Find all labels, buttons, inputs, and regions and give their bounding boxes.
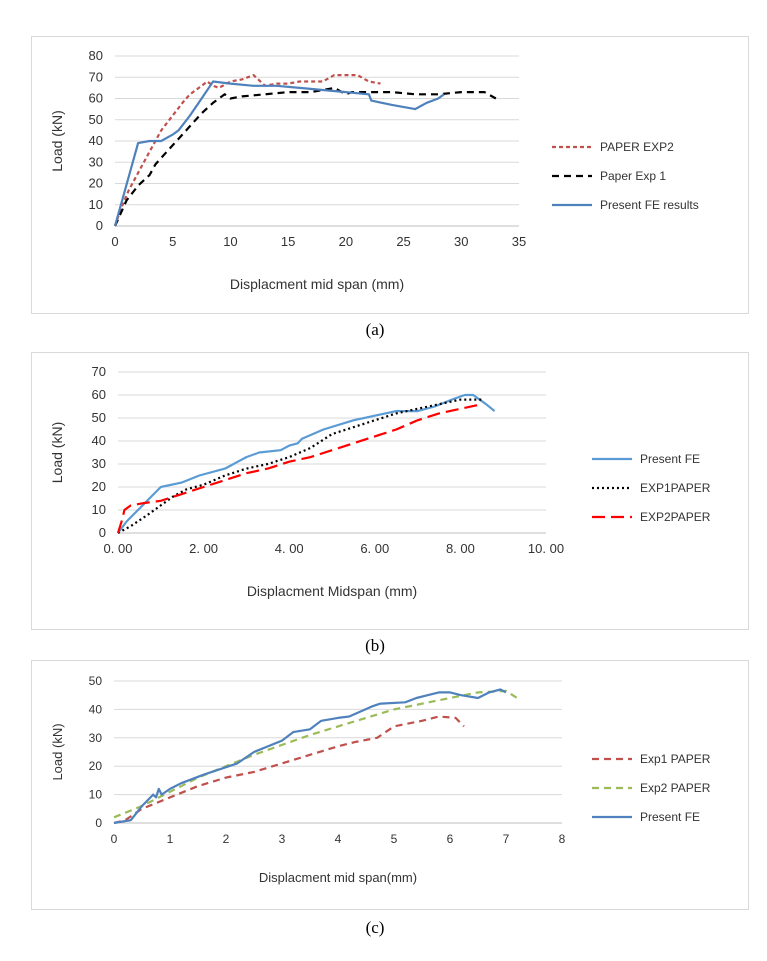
- x-tick-label: 3: [279, 832, 286, 846]
- legend-label: Present FE results: [600, 198, 699, 212]
- x-tick-label: 0: [111, 234, 118, 249]
- chart-panel-a: 0 10 20 30 40 50 60 70 80 0 5 10 15 20 25 30 35 Displacme…: [31, 36, 749, 314]
- x-tick-label: 5: [169, 234, 176, 249]
- y-axis-label: Load (kN): [49, 422, 65, 483]
- y-axis-label: Load (kN): [49, 110, 65, 171]
- x-tick-label: 2. 00: [189, 541, 218, 556]
- series-line-present-fe: [113, 688, 507, 825]
- x-tick-label: 30: [454, 234, 468, 249]
- x-tick-label: 4: [335, 832, 342, 846]
- x-tick-label: 5: [391, 832, 398, 846]
- y-tick-label: 70: [89, 69, 103, 84]
- y-tick-label: 80: [89, 48, 103, 63]
- x-tick-label: 1: [167, 832, 174, 846]
- x-tick-label: 6. 00: [360, 541, 389, 556]
- y-tick-label: 0: [96, 218, 103, 233]
- x-axis-label: Displacment mid span(mm): [259, 870, 417, 885]
- caption-c: (c): [365, 918, 385, 937]
- series-line-present-fe: [117, 393, 496, 534]
- legend-label: EXP1PAPER: [640, 481, 711, 495]
- x-tick-label: 25: [396, 234, 410, 249]
- x-tick-label: 8: [559, 832, 566, 846]
- y-tick-label: 60: [92, 387, 106, 402]
- y-tick-label: 40: [89, 133, 103, 148]
- y-tick-label: 20: [89, 759, 103, 773]
- x-tick-label: 6: [447, 832, 454, 846]
- y-tick-label: 50: [89, 674, 103, 688]
- y-tick-label: 40: [89, 702, 103, 716]
- chart-panel-c: 0 10 20 30 40 50 0 1 2 3 4 5 6 7 8 Displacment mid span…: [31, 660, 749, 910]
- chart-b-svg: 0 10 20 30 40 50 60 70 0. 00 2. 00 4. 00 6. 00 8. 00…: [49, 364, 711, 599]
- x-tick-label: 10: [223, 234, 237, 249]
- x-tick-label: 4. 00: [275, 541, 304, 556]
- legend-label: Exp2 PAPER: [640, 781, 711, 795]
- y-tick-label: 0: [95, 816, 102, 830]
- y-tick-label: 70: [92, 364, 106, 379]
- legend-label: EXP2PAPER: [640, 510, 711, 524]
- series-line-paper-exp-1: [113, 86, 497, 227]
- series-line-exp1-paper: [113, 715, 465, 825]
- y-tick-label: 10: [89, 197, 103, 212]
- chart-c-svg: 0 10 20 30 40 50 0 1 2 3 4 5 6 7 8 Displacment mid span…: [50, 674, 711, 885]
- caption-a: (a): [365, 320, 385, 339]
- chart-a-svg: 0 10 20 30 40 50 60 70 80 0 5 10 15 20 25 30 35 Displacme…: [49, 48, 699, 292]
- y-tick-label: 10: [89, 788, 103, 802]
- x-axis-label: Displacment mid span (mm): [230, 276, 404, 292]
- y-tick-label: 60: [89, 91, 103, 106]
- legend-label: Present FE: [640, 810, 700, 824]
- x-tick-label: 15: [281, 234, 295, 249]
- x-tick-label: 8. 00: [446, 541, 475, 556]
- series-line-exp2paper: [116, 403, 483, 534]
- y-tick-label: 50: [92, 410, 106, 425]
- chart-panel-b: 0 10 20 30 40 50 60 70 0. 00 2. 00 4. 00 6. 00 8. 00…: [31, 352, 749, 630]
- x-tick-label: 0: [111, 832, 118, 846]
- series-line-paper-exp2: [113, 73, 381, 227]
- x-tick-label: 0. 00: [104, 541, 133, 556]
- y-tick-label: 30: [89, 154, 103, 169]
- x-tick-label: 7: [503, 832, 510, 846]
- x-tick-label: 20: [339, 234, 353, 249]
- legend-label: Exp1 PAPER: [640, 752, 711, 766]
- y-tick-label: 30: [89, 731, 103, 745]
- legend-label: PAPER EXP2: [600, 140, 674, 154]
- x-tick-label: 35: [512, 234, 526, 249]
- y-tick-label: 20: [92, 479, 106, 494]
- x-tick-label: 2: [223, 832, 230, 846]
- y-tick-label: 20: [89, 176, 103, 191]
- series-line-present-fe-results: [113, 80, 445, 227]
- y-tick-label: 50: [89, 112, 103, 127]
- y-tick-label: 10: [92, 502, 106, 517]
- x-tick-label: 10. 00: [528, 541, 564, 556]
- legend-label: Paper Exp 1: [600, 169, 666, 183]
- y-tick-label: 30: [92, 456, 106, 471]
- x-axis-label: Displacment Midspan (mm): [247, 583, 417, 599]
- series-line-exp1paper: [117, 398, 482, 534]
- y-tick-label: 40: [92, 433, 106, 448]
- y-axis-label: Load (kN): [50, 723, 65, 780]
- caption-b: (b): [365, 636, 385, 655]
- y-tick-label: 0: [99, 525, 106, 540]
- legend-label: Present FE: [640, 452, 700, 466]
